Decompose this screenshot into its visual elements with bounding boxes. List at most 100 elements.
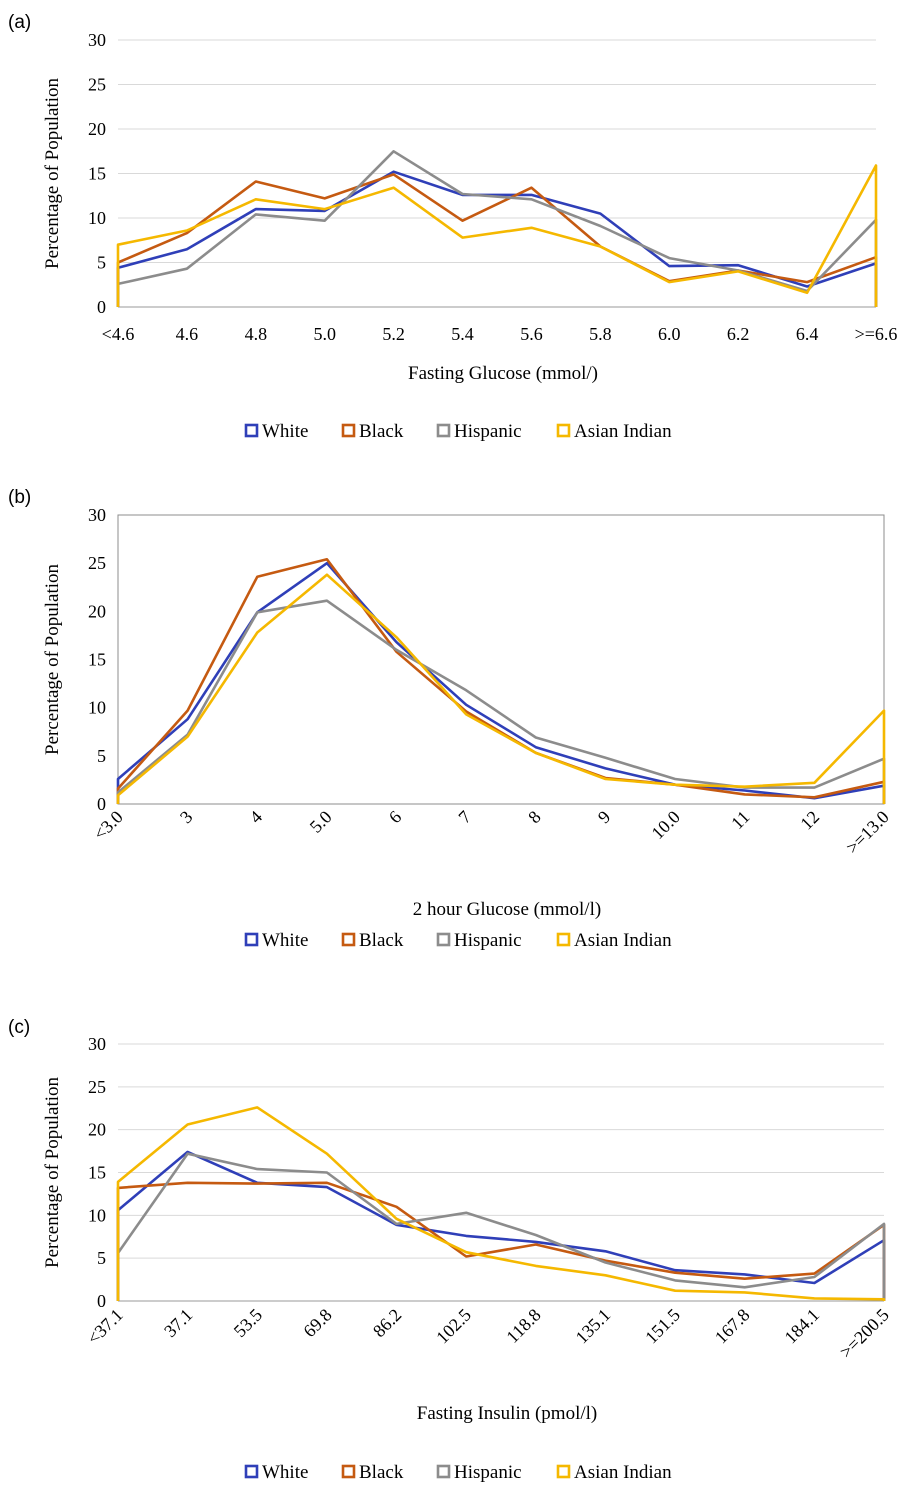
- legend-label: White: [262, 421, 308, 442]
- x-tick-label: 118.8: [502, 1305, 544, 1347]
- x-tick-label: 6.0: [658, 324, 681, 344]
- x-tick-label: <3.0: [90, 807, 127, 844]
- y-tick-label: 5: [97, 746, 106, 766]
- legend-swatch: [556, 1464, 571, 1479]
- panel-label: (a): [8, 12, 31, 33]
- series-line-white: [116, 561, 886, 804]
- y-tick-label: 30: [88, 30, 106, 50]
- y-tick-label: 10: [88, 698, 106, 718]
- legend-swatch: [556, 932, 571, 947]
- legend-swatch: [341, 423, 356, 438]
- panel-label: (b): [8, 487, 31, 508]
- y-tick-label: 15: [88, 1163, 106, 1183]
- x-tick-label: 102.5: [432, 1305, 475, 1348]
- legend-swatch: [436, 1464, 451, 1479]
- chart-panel-3: (c) 0 5 10 15 20 25 30 <37.1 37.1 53.5 69.8 86.2 102.…: [8, 1017, 893, 1483]
- x-tick-label: <37.1: [83, 1305, 127, 1349]
- y-tick-label: 20: [88, 1120, 106, 1140]
- x-tick-label: 6.2: [727, 324, 750, 344]
- series-line-white: [116, 1150, 886, 1301]
- legend-swatch: [341, 1464, 356, 1479]
- x-tick-label: 6: [385, 807, 406, 828]
- x-tick-label: 53.5: [230, 1305, 266, 1341]
- chart-panel-2: (b) 0 5 10 15 20 25 30 <3.0 3 4 5.0 6 7 8 9 10.0 11 12 >=13…: [8, 487, 893, 951]
- legend-label: Asian Indian: [574, 930, 672, 951]
- legend-swatch: [341, 932, 356, 947]
- legend-label: Hispanic: [454, 421, 522, 442]
- x-tick-label: 135.1: [572, 1305, 615, 1348]
- legend-label: Asian Indian: [574, 421, 672, 442]
- x-tick-label: 8: [524, 807, 545, 828]
- x-tick-label: 167.8: [711, 1305, 754, 1348]
- x-tick-label: 5.8: [589, 324, 612, 344]
- y-tick-label: 5: [97, 1248, 106, 1268]
- y-tick-label: 5: [97, 253, 106, 273]
- legend-swatch: [244, 932, 259, 947]
- x-tick-label: 69.8: [299, 1305, 335, 1341]
- y-axis-title: Percentage of Population: [42, 1077, 63, 1269]
- x-tick-label: 37.1: [160, 1305, 196, 1341]
- x-tick-label: 4.6: [176, 324, 199, 344]
- x-tick-label: 7: [455, 807, 476, 828]
- panel-label: (c): [8, 1017, 30, 1038]
- legend-swatch: [244, 423, 259, 438]
- y-tick-label: 20: [88, 119, 106, 139]
- series-line-hispanic: [116, 1152, 886, 1301]
- series-line-asian-indian: [116, 573, 886, 804]
- y-tick-label: 20: [88, 601, 106, 621]
- x-tick-label: 10.0: [648, 807, 684, 843]
- legend-label: Hispanic: [454, 930, 522, 951]
- x-tick-label: 6.4: [796, 324, 819, 344]
- x-tick-label: >=6.6: [855, 324, 898, 344]
- y-tick-label: 0: [97, 1291, 106, 1311]
- x-tick-label: 12: [796, 807, 823, 834]
- legend: White Black Hispanic Asian Indian: [244, 1462, 672, 1483]
- series-line-hispanic: [116, 599, 886, 804]
- x-tick-label: 5.6: [520, 324, 543, 344]
- x-tick-label: 184.1: [780, 1305, 823, 1348]
- y-tick-label: 25: [88, 75, 106, 95]
- x-axis-title: Fasting Glucose (mmol/): [408, 363, 598, 384]
- series-line-hispanic: [116, 150, 878, 307]
- x-tick-label: 3: [176, 807, 197, 828]
- x-tick-label: 151.5: [641, 1305, 684, 1348]
- x-axis-title: Fasting Insulin (pmol/l): [417, 1403, 598, 1424]
- legend: White Black Hispanic Asian Indian: [244, 930, 672, 951]
- series-line-black: [116, 1181, 886, 1301]
- y-tick-label: 10: [88, 208, 106, 228]
- x-tick-label: >=13.0: [842, 807, 893, 858]
- x-tick-label: >=200.5: [836, 1305, 893, 1362]
- y-tick-label: 0: [97, 794, 106, 814]
- legend-swatch: [556, 423, 571, 438]
- series-line-white: [116, 170, 878, 307]
- legend-label: Hispanic: [454, 1462, 522, 1483]
- legend-label: Asian Indian: [574, 1462, 672, 1483]
- x-tick-label: <4.6: [102, 324, 135, 344]
- x-tick-label: 5.4: [451, 324, 474, 344]
- legend-swatch: [436, 932, 451, 947]
- y-tick-label: 25: [88, 1077, 106, 1097]
- legend-label: White: [262, 1462, 308, 1483]
- series-line-black: [116, 558, 886, 804]
- series-line-asian-indian: [116, 164, 878, 307]
- legend-swatch: [244, 1464, 259, 1479]
- legend-label: White: [262, 930, 308, 951]
- y-tick-label: 30: [88, 1034, 106, 1054]
- legend-swatch: [436, 423, 451, 438]
- legend: White Black Hispanic Asian Indian: [244, 421, 672, 442]
- x-tick-label: 5.0: [313, 324, 336, 344]
- y-tick-label: 15: [88, 650, 106, 670]
- x-tick-label: 5.2: [382, 324, 405, 344]
- x-tick-label: 86.2: [369, 1305, 405, 1341]
- x-tick-label: 11: [727, 807, 753, 833]
- chart-panel-1: (a) 0 5 10 15 20 25 30 <4.6 4.6 4.8 5.0 5.2 5.4 5.6 5.8…: [8, 12, 897, 442]
- y-tick-label: 15: [88, 164, 106, 184]
- x-tick-label: 4: [246, 807, 267, 828]
- x-tick-label: 9: [594, 807, 615, 828]
- y-axis-title: Percentage of Population: [42, 564, 63, 756]
- y-tick-label: 10: [88, 1205, 106, 1225]
- legend-label: Black: [359, 930, 404, 951]
- y-tick-label: 30: [88, 505, 106, 525]
- x-axis-title: 2 hour Glucose (mmol/l): [413, 899, 601, 920]
